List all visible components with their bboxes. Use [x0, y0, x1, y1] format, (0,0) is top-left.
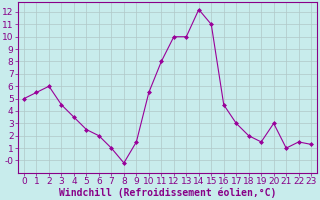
X-axis label: Windchill (Refroidissement éolien,°C): Windchill (Refroidissement éolien,°C)	[59, 187, 276, 198]
